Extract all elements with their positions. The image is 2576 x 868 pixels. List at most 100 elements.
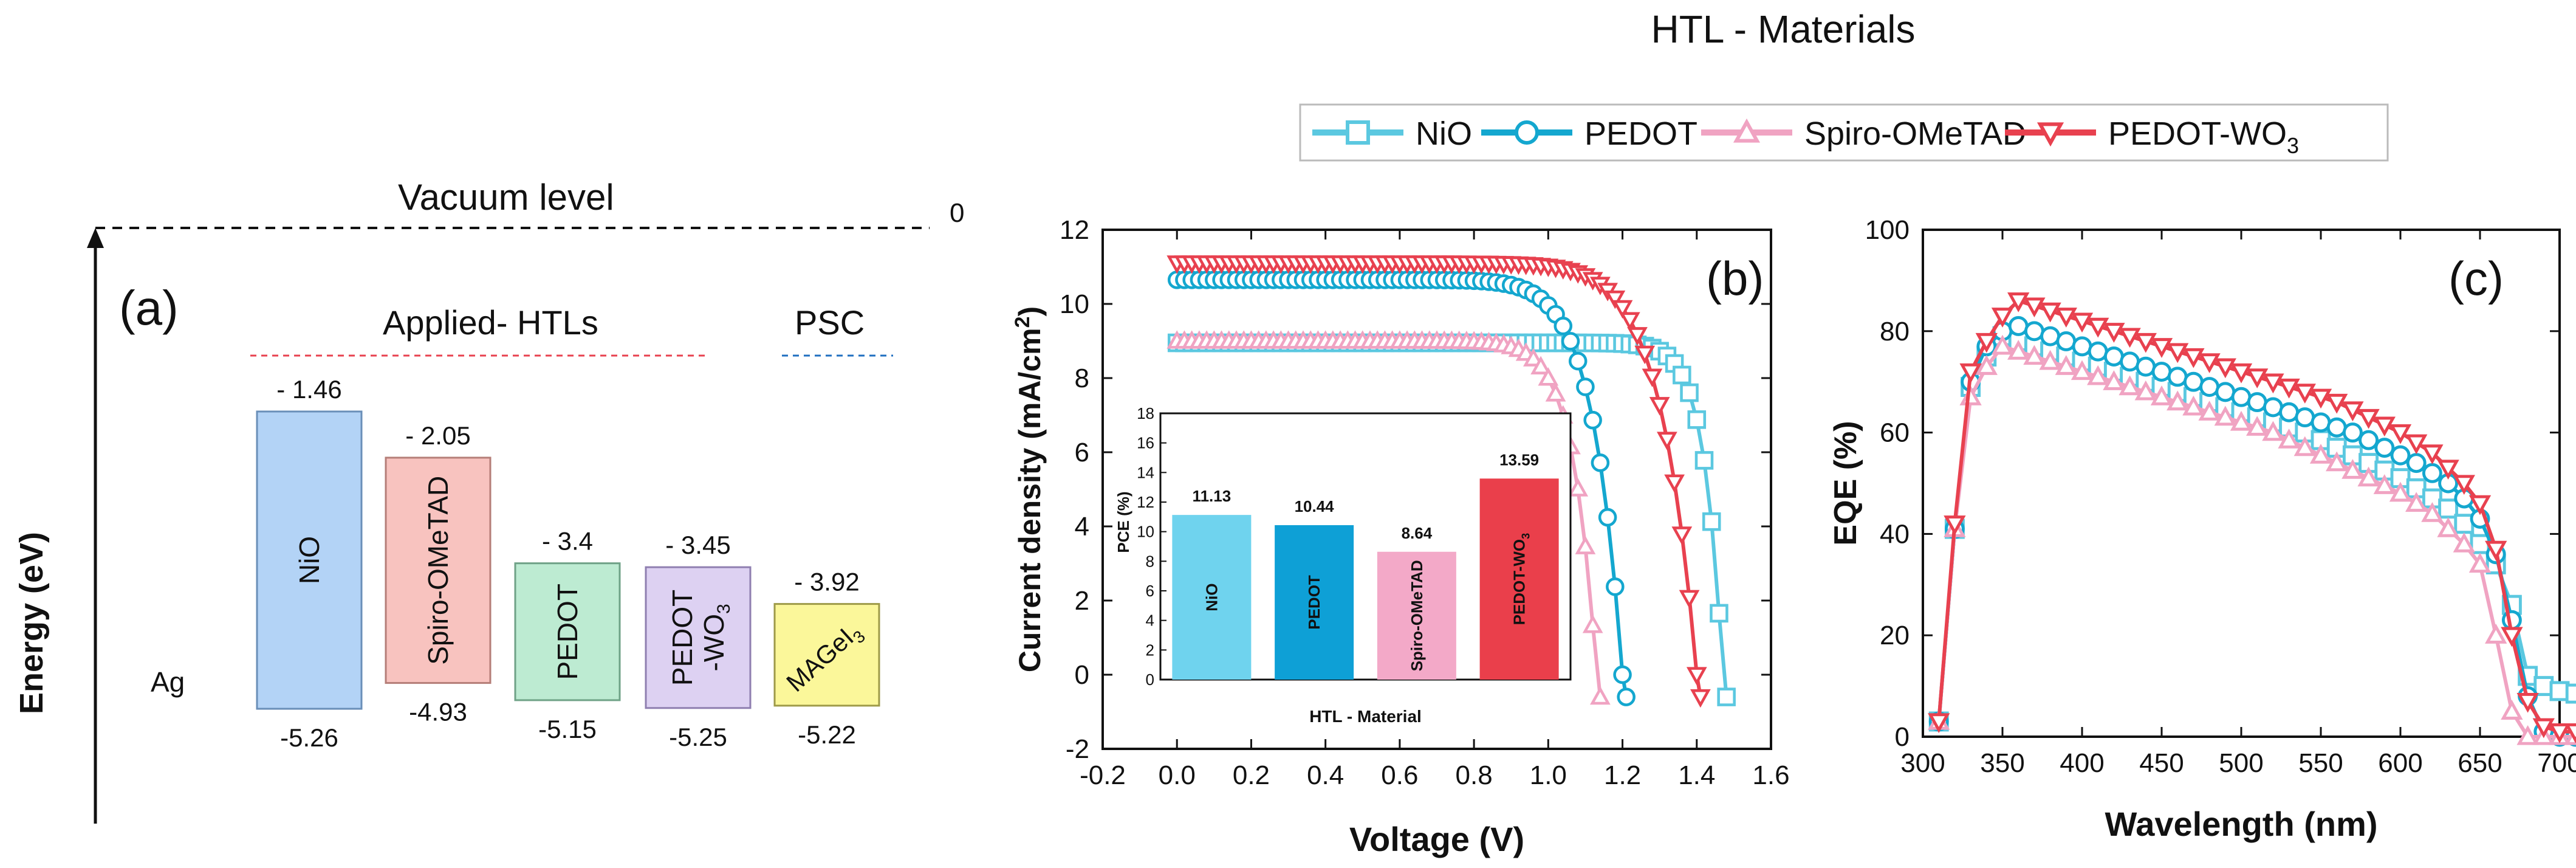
jv-point-2-55 xyxy=(1575,536,1596,554)
panel-c-label: (c) xyxy=(2448,252,2504,305)
eqe-point-2-36 xyxy=(2501,700,2523,720)
legend-marker-0 xyxy=(1346,120,1370,145)
jv-plot-frame xyxy=(1101,229,1772,750)
jv-xtick-label: 1.2 xyxy=(1604,760,1641,790)
jv-ylabel: Current density (mA/cm2) xyxy=(1011,306,1047,672)
jv-point-1-57 xyxy=(1591,453,1610,472)
eqe-point-1-13 xyxy=(2136,356,2156,377)
eqe-point-2-29 xyxy=(2389,481,2412,502)
eqe-xtick-label: 450 xyxy=(2139,748,2184,778)
legend-label-1: PEDOT xyxy=(1584,115,1697,152)
jv-point-2-49 xyxy=(1530,356,1551,374)
pce-bar-1 xyxy=(1275,525,1354,680)
eqe-xtick-label: 700 xyxy=(2537,748,2576,778)
jv-ytick-label: 2 xyxy=(1075,586,1089,616)
jv-point-3-68 xyxy=(1671,526,1693,545)
pce-bar-label-1: PEDOT xyxy=(1305,575,1323,630)
eqe-point-3-18 xyxy=(2214,358,2236,379)
pce-bar-value-0: 11.13 xyxy=(1193,487,1231,505)
eqe-point-1-5 xyxy=(2008,316,2029,336)
energy-bar-bottom-label-1: -4.93 xyxy=(409,698,467,726)
pce-bar-label-2: Spiro-OMeTAD xyxy=(1408,560,1426,671)
ag-label: Ag xyxy=(151,666,185,698)
eqe-ylabel: EQE (%) xyxy=(1828,421,1863,545)
energy-bar-3 xyxy=(645,566,752,709)
pce-ytick-label: 0 xyxy=(1146,670,1154,689)
jv-xtick-label: 1.4 xyxy=(1678,760,1715,790)
eqe-point-3-37 xyxy=(2516,692,2539,713)
jv-point-3-61 xyxy=(1619,312,1640,331)
jv-point-0-68 xyxy=(1673,365,1691,385)
legend-marker-1 xyxy=(1515,120,1539,145)
eqe-point-2-16 xyxy=(2182,395,2205,416)
eqe-point-0-34 xyxy=(2470,534,2490,554)
pce-bar-3 xyxy=(1479,478,1559,680)
jv-ytick-label: 12 xyxy=(1060,215,1089,245)
eqe-point-2-4 xyxy=(1991,334,2014,355)
pce-bar-label-0: NiO xyxy=(1202,583,1221,611)
jv-point-1-54 xyxy=(1568,351,1588,371)
jv-ytick-label: -2 xyxy=(1066,734,1089,764)
eqe-point-3-11 xyxy=(2103,323,2125,343)
eqe-point-2-19 xyxy=(2230,410,2253,431)
energy-bar-name-line2: -WO3 xyxy=(698,604,734,671)
eqe-point-2-27 xyxy=(2357,466,2380,487)
eqe-point-2-33 xyxy=(2453,532,2475,553)
eqe-point-2-17 xyxy=(2198,401,2221,421)
vacuum-value: 0 xyxy=(950,198,964,228)
jv-point-0-72 xyxy=(1702,512,1721,531)
eqe-point-3-36 xyxy=(2501,627,2523,647)
eqe-point-1-12 xyxy=(2120,351,2140,372)
eqe-point-1-31 xyxy=(2422,463,2442,483)
eqe-point-3-39 xyxy=(2548,723,2571,743)
eqe-point-2-14 xyxy=(2150,385,2173,405)
eqe-xtick-label: 600 xyxy=(2378,748,2422,778)
pce-bar-2 xyxy=(1377,551,1456,680)
eqe-point-3-4 xyxy=(1991,308,2014,328)
energy-bar-bottom-label-3: -5.25 xyxy=(669,723,727,751)
eqe-point-3-9 xyxy=(2071,312,2094,333)
eqe-xlabel: Wavelength (nm) xyxy=(2105,805,2377,843)
eqe-xtick-label: 400 xyxy=(2060,748,2104,778)
pce-bar-value-2: 8.64 xyxy=(1402,524,1433,542)
jv-point-3-59 xyxy=(1605,290,1626,309)
eqe-point-1-28 xyxy=(2374,438,2395,458)
eqe-point-2-9 xyxy=(2071,360,2094,381)
eqe-point-3-1 xyxy=(1944,515,1966,536)
eqe-point-1-30 xyxy=(2406,453,2427,474)
eqe-xtick-label: 300 xyxy=(1900,748,1945,778)
eqe-point-2-30 xyxy=(2405,492,2428,512)
pce-ylabel: PCE (%) xyxy=(1114,491,1132,553)
eqe-point-2-26 xyxy=(2341,459,2364,479)
applied-htls-label: Applied- HTLs xyxy=(383,303,598,342)
energy-bar-name-line1: PEDOT xyxy=(666,590,698,686)
jv-point-3-60 xyxy=(1612,300,1633,319)
eqe-point-1-23 xyxy=(2295,407,2315,428)
eqe-point-2-37 xyxy=(2516,725,2539,745)
eqe-ytick-label: 80 xyxy=(1880,317,1910,346)
eqe-point-0-39 xyxy=(2549,681,2570,701)
eqe-point-2-18 xyxy=(2214,405,2236,426)
jv-point-1-52 xyxy=(1553,317,1573,336)
jv-xtick-label: -0.2 xyxy=(1080,760,1126,790)
eqe-point-1-14 xyxy=(2151,362,2172,382)
eqe-point-3-7 xyxy=(2039,302,2061,323)
jv-point-3-67 xyxy=(1664,474,1685,493)
eqe-point-3-28 xyxy=(2373,416,2396,437)
eqe-point-2-34 xyxy=(2468,553,2492,573)
pce-ytick-label: 10 xyxy=(1137,523,1154,541)
panel-a-label: (a) xyxy=(119,281,179,335)
eqe-point-3-15 xyxy=(2167,343,2189,363)
energy-bar-0 xyxy=(256,410,363,710)
jv-point-3-65 xyxy=(1649,397,1670,416)
eqe-point-1-20 xyxy=(2247,392,2267,413)
legend-marker-2 xyxy=(1733,118,1761,143)
panel-b-label: (b) xyxy=(1706,252,1764,305)
eqe-ytick-label: 40 xyxy=(1880,519,1910,549)
pce-ytick-label: 8 xyxy=(1146,552,1154,570)
energy-bar-name-1: Spiro-OMeTAD xyxy=(422,476,454,665)
pce-bar-value-3: 13.59 xyxy=(1499,450,1539,469)
eqe-point-3-10 xyxy=(2087,317,2109,338)
jv-point-2-48 xyxy=(1523,348,1544,367)
eqe-point-2-28 xyxy=(2373,474,2396,494)
